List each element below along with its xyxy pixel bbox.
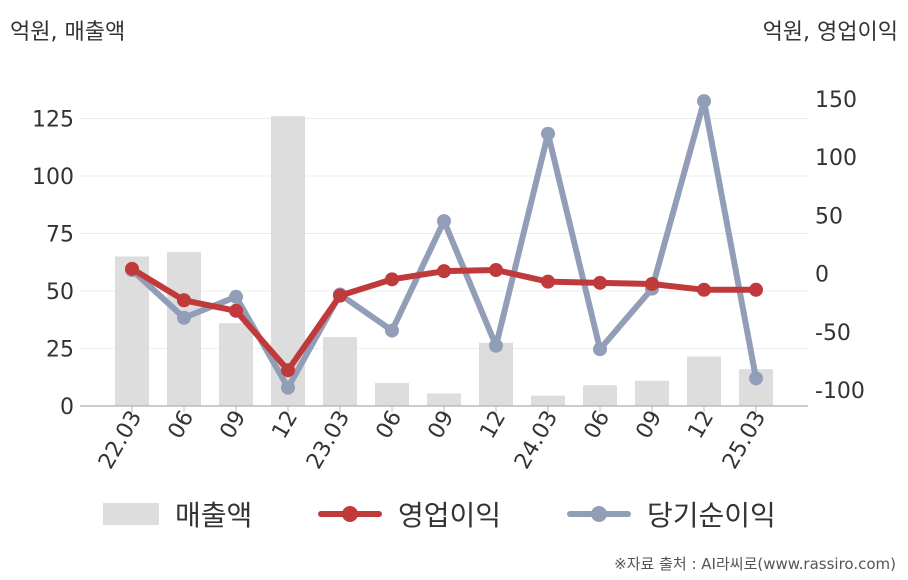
- point-operating-profit: [437, 264, 451, 279]
- x-axis-tick-label: 12: [268, 407, 304, 444]
- x-axis-tick-label: 12: [684, 407, 720, 444]
- left-axis-tick-label: 75: [46, 223, 74, 248]
- x-axis-tick-label: 23.03: [302, 407, 355, 474]
- point-net-income: [593, 342, 607, 357]
- point-operating-profit: [489, 263, 503, 278]
- bar-revenue: [687, 356, 721, 406]
- x-axis-tick-label: 06: [372, 407, 408, 444]
- legend-swatch-revenue: [103, 503, 159, 525]
- point-net-income: [385, 323, 399, 338]
- legend-swatch-net-income: [567, 502, 631, 526]
- bar-revenue: [427, 393, 461, 406]
- data-source-note: ※자료 출처 : AI라씨로(www.rassiro.com): [614, 555, 896, 573]
- left-axis-unit-label: 억원, 매출액: [10, 20, 126, 45]
- left-axis-tick-label: 50: [46, 280, 74, 305]
- legend-item-revenue: 매출액: [103, 492, 252, 536]
- legend-item-operating-profit: 영업이익: [318, 492, 501, 536]
- point-operating-profit: [749, 282, 763, 297]
- right-axis-tick-label: 150: [815, 88, 857, 113]
- legend-swatch-operating-profit: [318, 502, 382, 526]
- x-axis-tick-label: 09: [632, 407, 668, 444]
- right-axis-tick-label: -100: [815, 379, 865, 404]
- chart-legend: 매출액 영업이익 당기순이익: [0, 492, 908, 536]
- legend-label-operating-profit: 영업이익: [398, 499, 502, 532]
- point-operating-profit: [593, 275, 607, 290]
- point-net-income: [437, 214, 451, 229]
- legend-item-net-income: 당기순이익: [567, 492, 776, 536]
- x-axis-tick-label: 09: [216, 407, 252, 444]
- x-axis-tick-label: 06: [580, 407, 616, 444]
- revenue-profit-chart: 0 25 50 75 100 125 -100 -50 0 50 100 150 22.03 06 09 12…: [32, 88, 865, 474]
- x-axis-tick-label: 24.03: [510, 407, 563, 474]
- point-net-income: [177, 310, 191, 325]
- legend-label-revenue: 매출액: [175, 499, 253, 532]
- x-axis-tick-label: 25.03: [718, 407, 771, 474]
- point-net-income: [697, 94, 711, 109]
- point-operating-profit: [697, 282, 711, 297]
- bar-revenue: [323, 337, 357, 406]
- point-operating-profit: [385, 272, 399, 287]
- bar-revenue: [375, 383, 409, 406]
- right-axis-tick-label: 50: [815, 204, 843, 229]
- point-operating-profit: [177, 293, 191, 308]
- left-axis-tick-label: 125: [32, 108, 74, 133]
- bar-revenue: [167, 251, 201, 406]
- x-axis-tick-label: 22.03: [94, 407, 147, 474]
- bar-revenue: [219, 323, 253, 406]
- point-net-income: [281, 380, 295, 395]
- point-operating-profit: [541, 274, 555, 289]
- x-axis-tick-label: 06: [164, 407, 200, 444]
- left-axis-tick-label: 100: [32, 165, 74, 190]
- legend-label-net-income: 당기순이익: [647, 499, 776, 532]
- right-axis-unit-label: 억원, 영업이익: [762, 20, 898, 45]
- bar-revenue: [635, 380, 669, 406]
- bar-revenue: [479, 342, 513, 406]
- point-net-income: [749, 371, 763, 386]
- left-axis-tick-label: 0: [60, 395, 74, 420]
- point-operating-profit: [229, 303, 243, 318]
- right-axis-tick-label: 0: [815, 263, 829, 288]
- bar-revenue: [583, 385, 617, 406]
- point-net-income: [541, 126, 555, 141]
- right-axis-tick-label: 100: [815, 146, 857, 171]
- right-axis-tick-label: -50: [815, 321, 851, 346]
- point-net-income: [229, 289, 243, 304]
- point-operating-profit: [281, 363, 295, 378]
- point-net-income: [489, 338, 503, 353]
- left-axis-tick-label: 25: [46, 338, 74, 363]
- point-operating-profit: [645, 276, 659, 291]
- point-operating-profit: [333, 288, 347, 303]
- bar-revenue: [531, 395, 565, 406]
- x-axis-tick-label: 09: [424, 407, 460, 444]
- point-operating-profit: [125, 261, 139, 276]
- x-axis-tick-label: 12: [476, 407, 512, 444]
